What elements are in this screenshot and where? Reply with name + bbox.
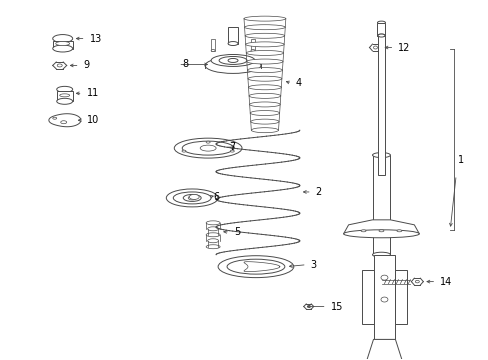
Ellipse shape — [57, 86, 73, 92]
Ellipse shape — [396, 230, 401, 232]
Ellipse shape — [250, 111, 279, 116]
Ellipse shape — [53, 45, 73, 52]
Ellipse shape — [387, 348, 396, 354]
Text: 7: 7 — [228, 142, 235, 152]
Ellipse shape — [227, 58, 238, 62]
Ellipse shape — [189, 194, 199, 199]
Ellipse shape — [207, 227, 218, 231]
Ellipse shape — [372, 252, 389, 257]
Ellipse shape — [182, 150, 185, 152]
Bar — [377, 23, 385, 36]
Ellipse shape — [250, 50, 254, 51]
Ellipse shape — [246, 50, 283, 55]
Ellipse shape — [174, 138, 242, 158]
Ellipse shape — [230, 150, 234, 152]
Ellipse shape — [377, 34, 384, 37]
Ellipse shape — [251, 128, 278, 133]
Ellipse shape — [57, 64, 62, 67]
Bar — [373, 255, 395, 339]
Ellipse shape — [249, 102, 280, 107]
Ellipse shape — [173, 192, 211, 204]
Ellipse shape — [206, 141, 210, 143]
Text: 10: 10 — [86, 115, 99, 125]
Ellipse shape — [206, 233, 220, 237]
Ellipse shape — [206, 221, 220, 225]
Polygon shape — [343, 220, 419, 234]
Ellipse shape — [306, 306, 309, 307]
Ellipse shape — [207, 239, 218, 243]
Ellipse shape — [246, 59, 283, 64]
Ellipse shape — [373, 46, 377, 49]
Ellipse shape — [53, 117, 57, 119]
Bar — [250, 39, 254, 50]
Ellipse shape — [244, 25, 285, 30]
Bar — [57, 91, 73, 101]
Ellipse shape — [57, 98, 73, 104]
Ellipse shape — [205, 58, 261, 73]
Ellipse shape — [166, 189, 218, 207]
Bar — [211, 39, 215, 50]
Ellipse shape — [200, 145, 216, 151]
Ellipse shape — [226, 259, 285, 274]
Ellipse shape — [414, 280, 419, 283]
Ellipse shape — [188, 196, 196, 200]
Ellipse shape — [61, 121, 66, 124]
Text: 9: 9 — [83, 60, 90, 71]
Text: 8: 8 — [182, 59, 188, 69]
Text: 2: 2 — [315, 187, 321, 197]
Text: 5: 5 — [234, 227, 240, 237]
Ellipse shape — [250, 119, 279, 124]
Ellipse shape — [183, 194, 201, 201]
Ellipse shape — [247, 68, 282, 73]
Ellipse shape — [227, 41, 238, 45]
Ellipse shape — [53, 35, 73, 42]
Text: 12: 12 — [398, 42, 410, 53]
Polygon shape — [365, 339, 403, 360]
Ellipse shape — [60, 94, 69, 97]
Text: 6: 6 — [213, 192, 219, 202]
Ellipse shape — [218, 256, 293, 278]
Ellipse shape — [206, 245, 220, 249]
Ellipse shape — [56, 41, 69, 45]
Ellipse shape — [248, 85, 281, 90]
Ellipse shape — [372, 348, 380, 354]
Text: 4: 4 — [295, 78, 301, 88]
Polygon shape — [361, 270, 373, 324]
Ellipse shape — [244, 33, 284, 38]
Bar — [378, 36, 385, 175]
Ellipse shape — [211, 50, 215, 51]
Ellipse shape — [211, 54, 254, 67]
Bar — [53, 41, 73, 49]
Polygon shape — [49, 114, 81, 127]
Ellipse shape — [377, 34, 385, 37]
Ellipse shape — [343, 230, 419, 238]
Text: 13: 13 — [89, 33, 102, 44]
Bar — [372, 155, 389, 255]
Ellipse shape — [372, 153, 389, 158]
Ellipse shape — [380, 275, 387, 280]
Ellipse shape — [248, 93, 280, 98]
Ellipse shape — [360, 230, 366, 232]
Text: 14: 14 — [439, 276, 451, 287]
Ellipse shape — [377, 21, 385, 24]
Ellipse shape — [247, 76, 281, 81]
Ellipse shape — [182, 141, 234, 155]
Text: 1: 1 — [457, 155, 463, 165]
Text: 11: 11 — [86, 88, 99, 98]
Text: 15: 15 — [330, 302, 343, 311]
Ellipse shape — [378, 230, 383, 232]
Bar — [227, 27, 238, 44]
Ellipse shape — [244, 16, 285, 21]
Ellipse shape — [245, 42, 284, 47]
Ellipse shape — [219, 57, 246, 64]
Ellipse shape — [380, 297, 387, 302]
Polygon shape — [395, 270, 407, 324]
Text: 3: 3 — [310, 260, 316, 270]
